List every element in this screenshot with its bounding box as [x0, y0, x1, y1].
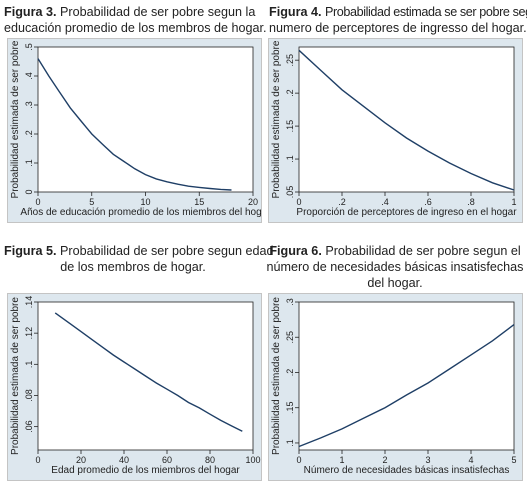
- plot-area: [37, 46, 254, 193]
- x-tick-label: 1: [511, 197, 516, 207]
- figure-6-title-line-3: del hogar.: [367, 276, 423, 290]
- figure-4-chart-frame: 0 .2 .4 .6 .8 1 .05 .1 .15 .2 .25 Proporción de per…: [268, 38, 523, 223]
- figure-6-title-line-2: número de necesidades básicas insatisfec…: [266, 260, 524, 274]
- x-tick-label: .8: [467, 197, 475, 207]
- plot-area: [298, 301, 515, 451]
- y-tick-label: .1: [285, 155, 295, 163]
- figure-5-caption: Figura 5. Probabilidad de ser pobre segu…: [4, 243, 274, 275]
- y-tick-label: .1: [285, 439, 295, 447]
- x-tick-label: 100: [245, 455, 260, 465]
- figure-4-title-line-2: numero de perceptores de ingresso del ho…: [269, 21, 527, 35]
- series-line: [54, 312, 243, 432]
- figure-4-caption: Figura 4. Probabilidad estimada se ser p…: [269, 4, 527, 36]
- figure-5-title-line-1: Probabilidad de ser pobre segun edad: [59, 244, 274, 258]
- x-tick-label: 40: [119, 455, 129, 465]
- y-tick-label: .2: [24, 130, 34, 138]
- x-tick-label: .6: [424, 197, 432, 207]
- x-tick-label: 0: [296, 455, 301, 465]
- x-tick-label: 1: [339, 455, 344, 465]
- x-tick-label: 2: [382, 455, 387, 465]
- figure-5-number: Figura 5.: [4, 244, 57, 258]
- x-axis-label: Edad promedio de los miembros del hogar: [51, 465, 240, 476]
- x-tick-label: 20: [76, 455, 86, 465]
- figure-6-caption: Figura 6. Probabilidad de ser pobre segu…: [264, 243, 526, 291]
- x-tick-label: 80: [205, 455, 215, 465]
- figure-3-chart: 0 5 10 15 20 0 .1 .2 .3 .4 .5 Años de educación pro…: [10, 40, 261, 218]
- figure-6-chart-frame: 0 1 2 3 4 5 .1 .15 .2 .25 .3 Número de necesidades …: [268, 293, 523, 481]
- figure-3-title-line-1: Probabilidad de ser pobre segun la: [59, 5, 256, 19]
- y-tick-label: .2: [285, 89, 295, 97]
- y-tick-label: .15: [285, 120, 295, 133]
- x-tick-label: .2: [338, 197, 346, 207]
- figure-4-title-line-1: Probabilidad estimada se ser pobre segun: [324, 5, 527, 19]
- figure-4-chart: 0 .2 .4 .6 .8 1 .05 .1 .15 .2 .25 Proporción de per…: [271, 40, 517, 218]
- x-tick-label: 5: [511, 455, 516, 465]
- figure-5-chart: 0 20 40 60 80 100 .06 .08 .1 .12 .14 Edad promedio …: [10, 296, 261, 476]
- x-tick-label: 0: [35, 197, 40, 207]
- y-tick-label: .1: [24, 361, 34, 369]
- y-tick-label: .15: [285, 401, 295, 414]
- figure-3-number: Figura 3.: [4, 5, 57, 19]
- figure-3-title-line-2: educación promedio de los membros de hog…: [4, 21, 267, 35]
- y-tick-label: .5: [24, 43, 34, 51]
- x-tick-label: 10: [140, 197, 150, 207]
- x-tick-label: .4: [381, 197, 389, 207]
- series-line: [37, 58, 232, 191]
- series-line: [298, 324, 515, 448]
- figure-5-title-line-2: de los membros de hogar.: [60, 260, 206, 274]
- x-tick-label: 15: [194, 197, 204, 207]
- y-axis-label: Probabilidad estimada de ser pobre: [271, 297, 282, 455]
- figure-3-caption: Figura 3. Probabilidad de ser pobre segu…: [4, 4, 267, 36]
- x-tick-label: 20: [248, 197, 258, 207]
- y-tick-label: .06: [24, 420, 34, 433]
- x-tick-label: 5: [89, 197, 94, 207]
- x-tick-label: 0: [296, 197, 301, 207]
- x-tick-label: 60: [162, 455, 172, 465]
- y-tick-label: .3: [285, 298, 295, 306]
- x-tick-label: 0: [35, 455, 40, 465]
- x-axis-label: Número de necesidades básicas insatisfec…: [304, 465, 510, 476]
- y-tick-label: .4: [24, 72, 34, 80]
- x-tick-label: 3: [425, 455, 430, 465]
- figure-6-title-line-1: Probabilidad de ser pobre segun el: [325, 244, 521, 258]
- plot-area: [298, 46, 515, 193]
- x-axis-label: Proporción de perceptores de ingreso en …: [296, 207, 517, 218]
- y-tick-label: .25: [285, 331, 295, 344]
- y-axis-label: Probabilidad estimada de ser pobre: [271, 40, 282, 198]
- y-tick-label: .2: [285, 369, 295, 377]
- y-tick-label: .14: [24, 296, 34, 309]
- series-line: [298, 49, 515, 191]
- figure-6-chart: 0 1 2 3 4 5 .1 .15 .2 .25 .3 Número de necesidades …: [271, 297, 517, 476]
- figure-5-chart-frame: 0 20 40 60 80 100 .06 .08 .1 .12 .14 Edad promedio …: [7, 293, 262, 481]
- x-tick-label: 4: [468, 455, 473, 465]
- y-tick-label: .3: [24, 101, 34, 109]
- y-tick-label: .08: [24, 389, 34, 402]
- y-tick-label: .05: [285, 186, 295, 199]
- y-tick-label: .12: [24, 327, 34, 340]
- figure-3-chart-frame: 0 5 10 15 20 0 .1 .2 .3 .4 .5 Años de educación pro…: [7, 38, 262, 223]
- figure-4-number: Figura 4.: [269, 5, 322, 19]
- y-tick-label: .1: [24, 159, 34, 167]
- y-tick-label: .25: [285, 54, 295, 67]
- y-tick-label: 0: [24, 189, 34, 194]
- figure-6-number: Figura 6.: [269, 244, 322, 258]
- x-axis-label: Años de educación promedio de los miembr…: [20, 207, 261, 218]
- y-axis-label: Probabilidad estimada de ser pobre: [10, 40, 21, 198]
- y-axis-label: Probabilidad estimada de ser pobre: [10, 297, 21, 455]
